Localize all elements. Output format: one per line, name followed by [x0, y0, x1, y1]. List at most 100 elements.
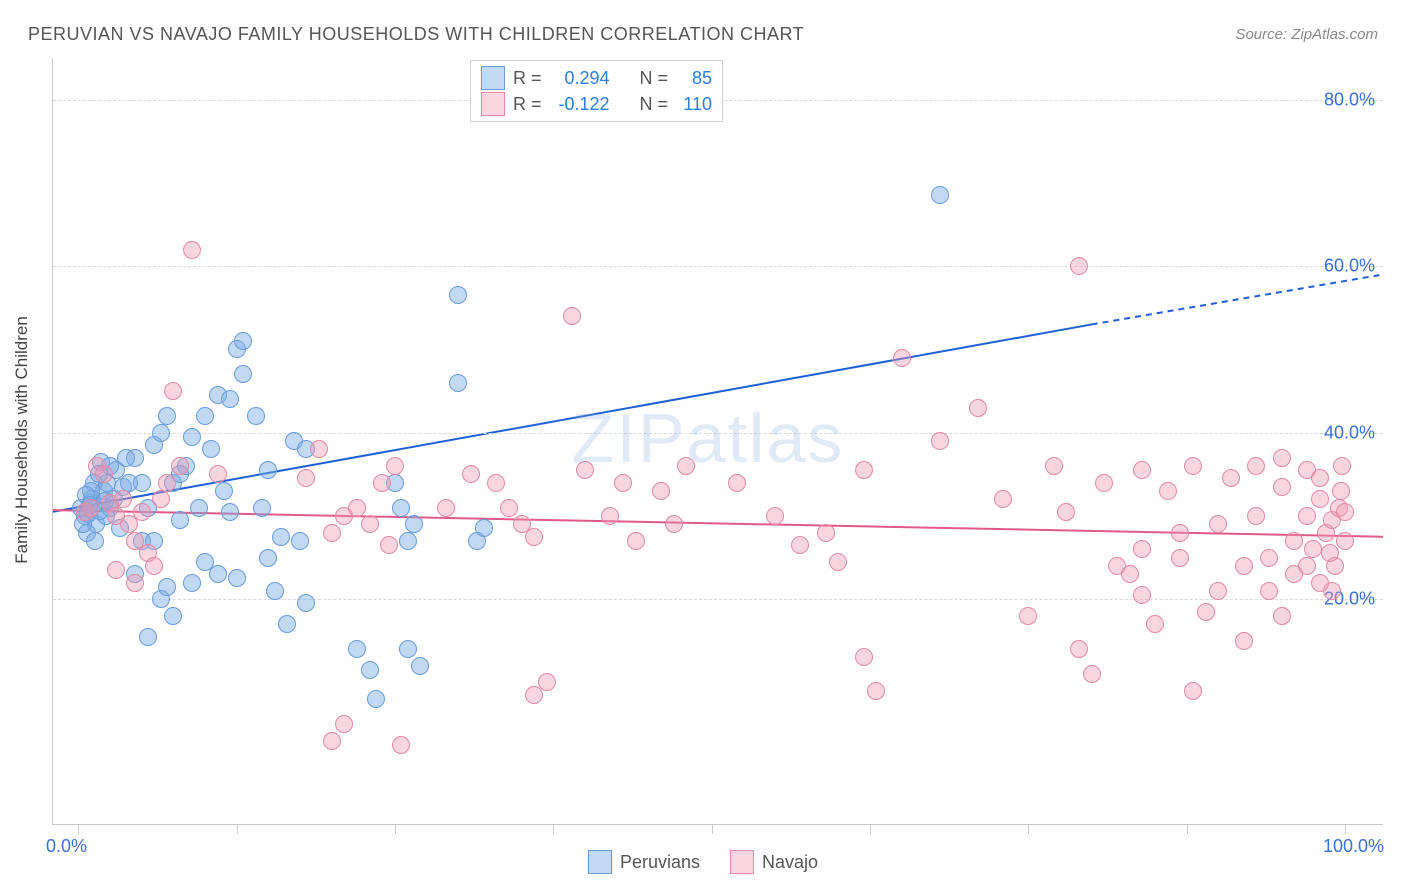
data-point	[202, 440, 220, 458]
data-point	[152, 424, 170, 442]
data-point	[1121, 565, 1139, 583]
data-point	[1235, 557, 1253, 575]
data-point	[259, 549, 277, 567]
legend-swatch	[588, 850, 612, 874]
xtick	[237, 824, 238, 834]
data-point	[1336, 503, 1354, 521]
stat-r-label: R =	[513, 65, 542, 91]
data-point	[1133, 540, 1151, 558]
data-point	[931, 432, 949, 450]
data-point	[278, 615, 296, 633]
legend-swatch	[481, 92, 505, 116]
data-point	[291, 532, 309, 550]
data-point	[969, 399, 987, 417]
data-point	[215, 482, 233, 500]
data-point	[361, 515, 379, 533]
legend-label: Navajo	[762, 852, 818, 873]
data-point	[1070, 257, 1088, 275]
data-point	[576, 461, 594, 479]
data-point	[462, 465, 480, 483]
data-point	[405, 515, 423, 533]
stats-legend-row: R =-0.122N =110	[481, 91, 712, 117]
data-point	[652, 482, 670, 500]
legend-swatch	[481, 66, 505, 90]
data-point	[677, 457, 695, 475]
data-point	[1336, 532, 1354, 550]
data-point	[1197, 603, 1215, 621]
data-point	[209, 465, 227, 483]
data-point	[392, 499, 410, 517]
data-point	[297, 594, 315, 612]
data-point	[158, 407, 176, 425]
data-point	[1070, 640, 1088, 658]
data-point	[1260, 549, 1278, 567]
data-point	[228, 569, 246, 587]
trend-line	[1092, 274, 1383, 324]
data-point	[1171, 524, 1189, 542]
stat-n-value: 110	[676, 91, 712, 117]
stats-legend: R =0.294N =85R =-0.122N =110	[470, 60, 723, 122]
stat-n-label: N =	[640, 65, 669, 91]
data-point	[1273, 449, 1291, 467]
data-point	[158, 578, 176, 596]
source-label: Source: ZipAtlas.com	[1235, 26, 1378, 43]
xtick	[78, 824, 79, 834]
data-point	[247, 407, 265, 425]
xtick	[1345, 824, 1346, 834]
data-point	[994, 490, 1012, 508]
data-point	[82, 499, 100, 517]
data-point	[117, 449, 135, 467]
data-point	[855, 648, 873, 666]
legend-item: Peruvians	[588, 850, 700, 874]
series-legend: Peruvians Navajo	[0, 850, 1406, 874]
data-point	[791, 536, 809, 554]
data-point	[259, 461, 277, 479]
stat-r-value: 0.294	[550, 65, 610, 91]
data-point	[1146, 615, 1164, 633]
ytick-label: 60.0%	[1324, 256, 1375, 277]
data-point	[1304, 540, 1322, 558]
data-point	[95, 465, 113, 483]
chart-plot-area: 20.0%40.0%60.0%80.0%ZIPatlas	[52, 58, 1383, 825]
data-point	[266, 582, 284, 600]
data-point	[1171, 549, 1189, 567]
data-point	[1209, 582, 1227, 600]
gridline	[53, 266, 1383, 267]
data-point	[171, 457, 189, 475]
data-point	[1133, 461, 1151, 479]
stat-r-value: -0.122	[550, 91, 610, 117]
data-point	[1235, 632, 1253, 650]
data-point	[164, 382, 182, 400]
data-point	[1222, 469, 1240, 487]
data-point	[234, 332, 252, 350]
data-point	[487, 474, 505, 492]
data-point	[399, 640, 417, 658]
data-point	[272, 528, 290, 546]
data-point	[1311, 574, 1329, 592]
data-point	[449, 374, 467, 392]
data-point	[475, 519, 493, 537]
trend-lines-layer	[53, 58, 1383, 824]
data-point	[1333, 457, 1351, 475]
data-point	[1260, 582, 1278, 600]
data-point	[190, 499, 208, 517]
legend-label: Peruvians	[620, 852, 700, 873]
data-point	[1321, 544, 1339, 562]
data-point	[500, 499, 518, 517]
data-point	[855, 461, 873, 479]
data-point	[1311, 490, 1329, 508]
legend-swatch	[730, 850, 754, 874]
data-point	[348, 499, 366, 517]
data-point	[1184, 682, 1202, 700]
ytick-label: 80.0%	[1324, 89, 1375, 110]
data-point	[392, 736, 410, 754]
data-point	[1057, 503, 1075, 521]
data-point	[1019, 607, 1037, 625]
ytick-label: 40.0%	[1324, 422, 1375, 443]
data-point	[829, 553, 847, 571]
data-point	[766, 507, 784, 525]
data-point	[867, 682, 885, 700]
xtick	[1187, 824, 1188, 834]
data-point	[158, 474, 176, 492]
legend-item: Navajo	[730, 850, 818, 874]
